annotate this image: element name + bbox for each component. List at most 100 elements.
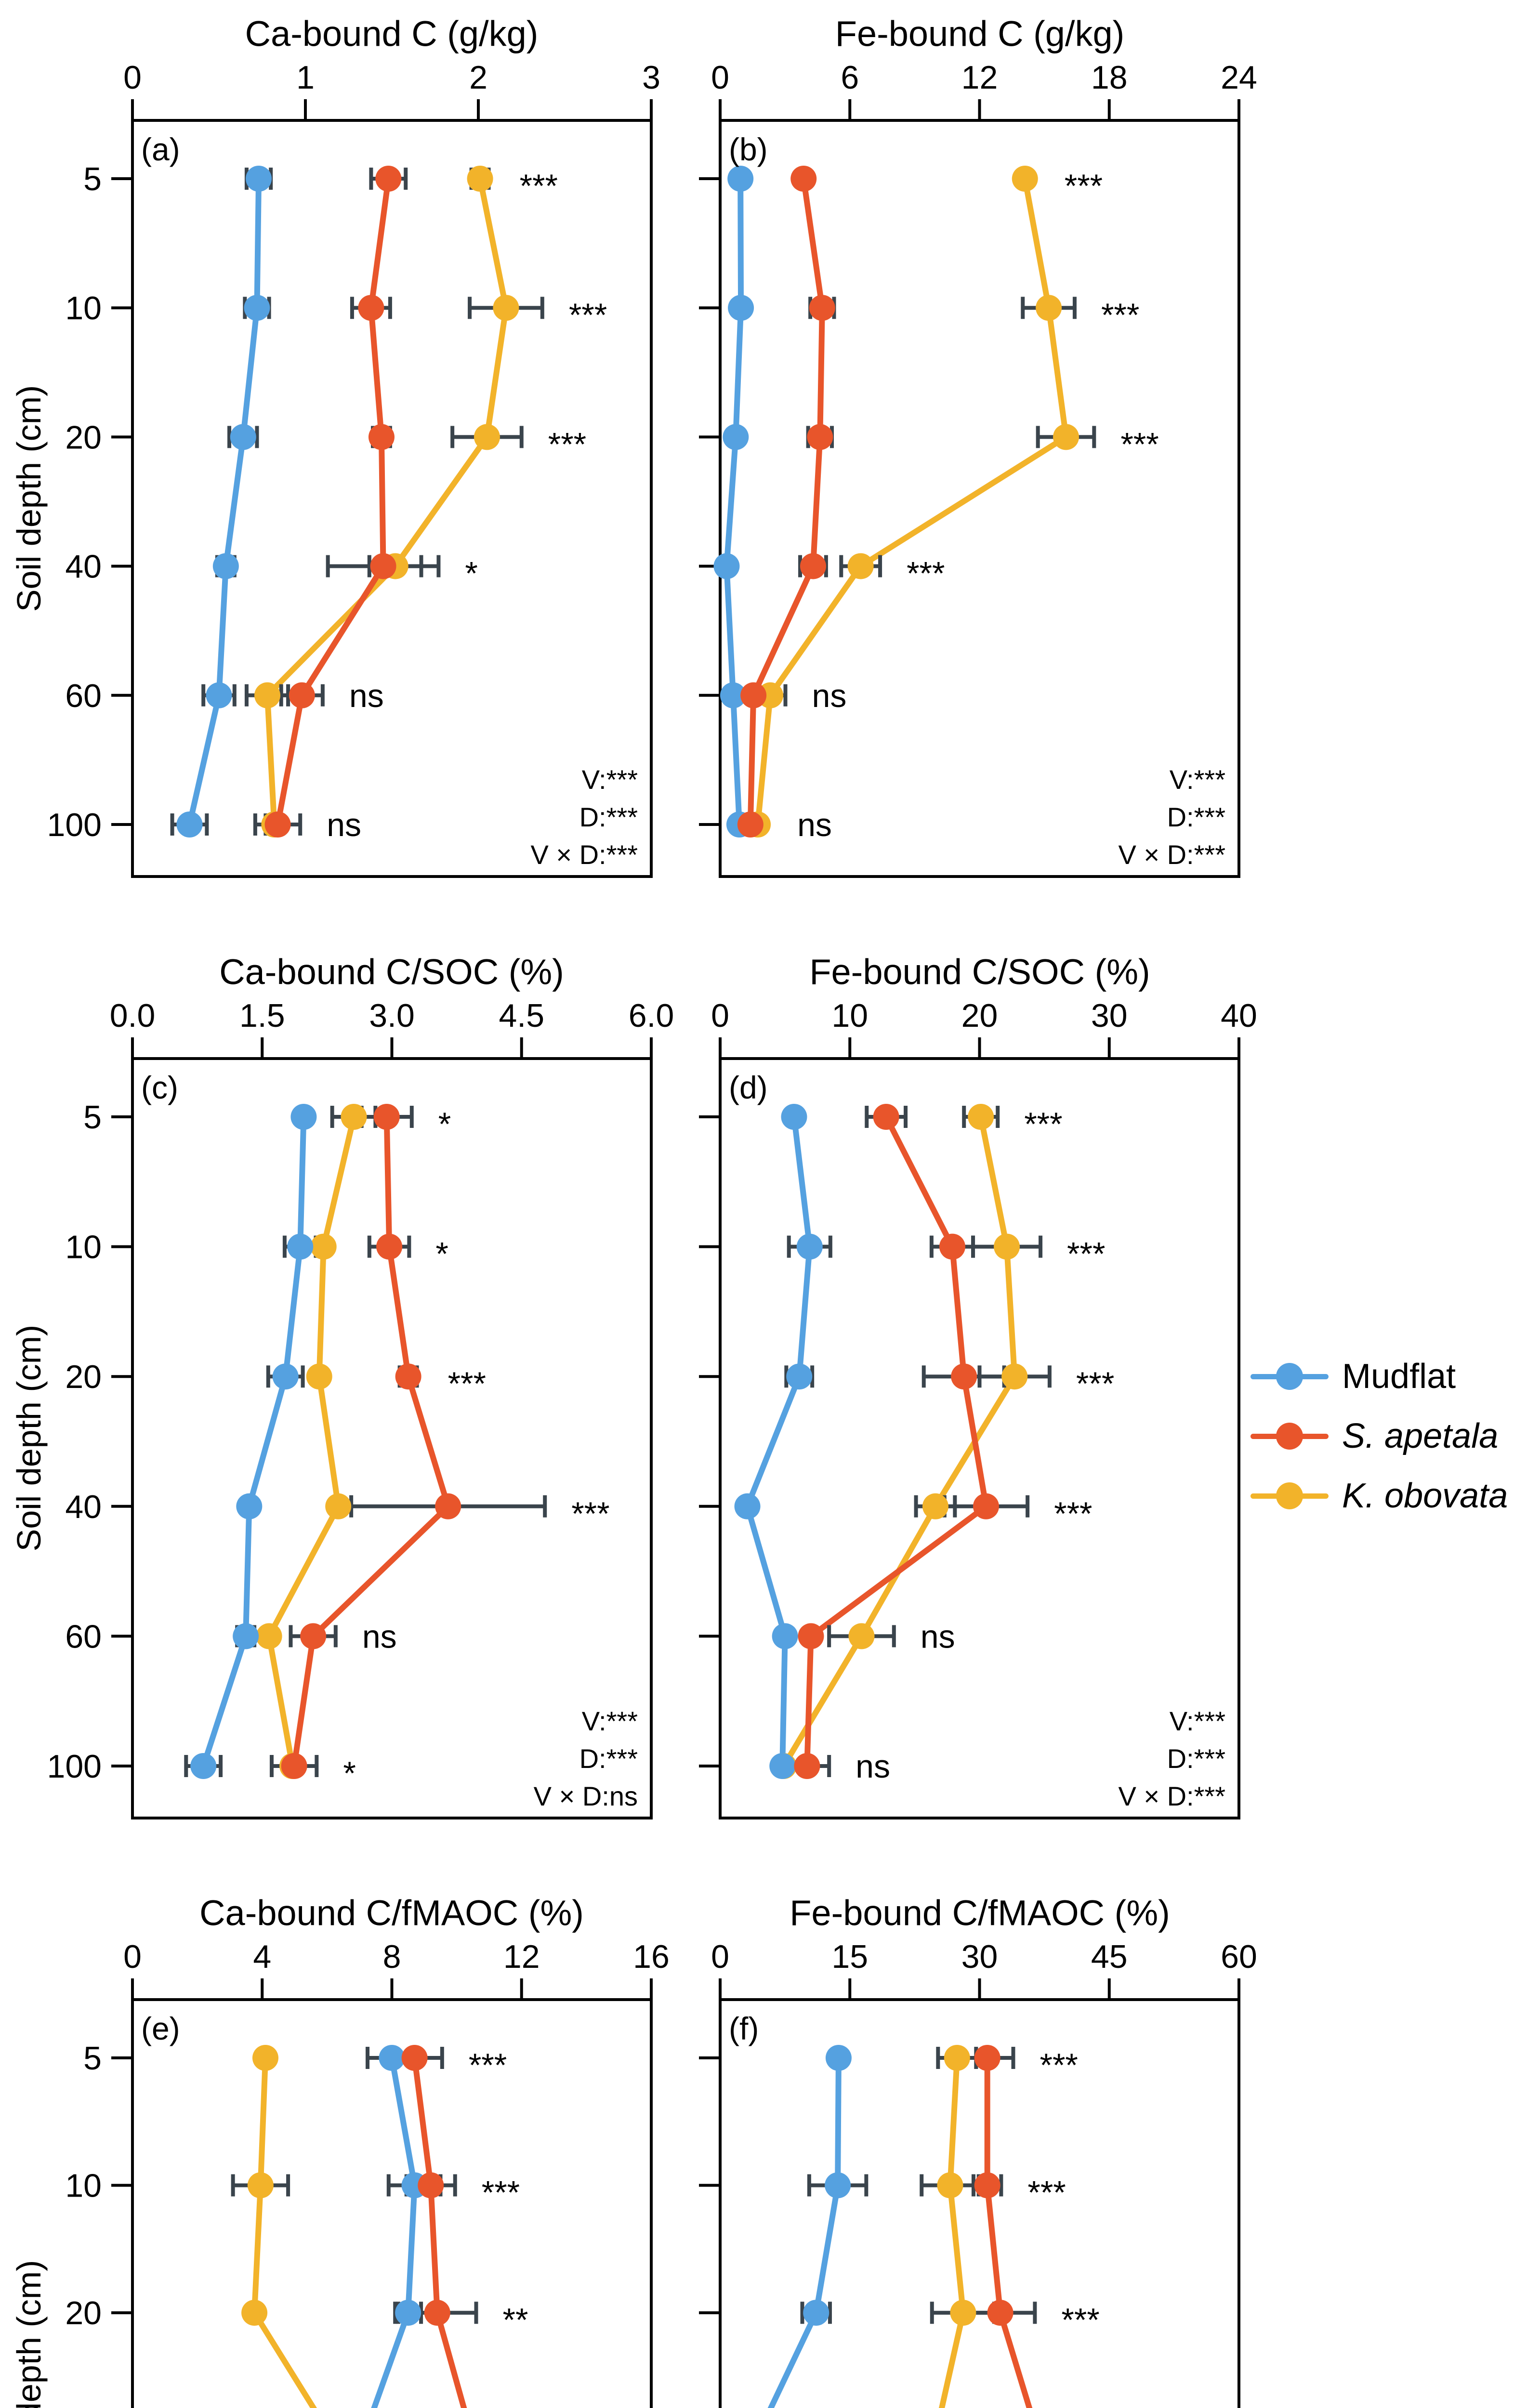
series-obovata-line — [780, 1114, 1018, 1769]
panel-d-frame — [719, 1057, 1240, 1819]
series-apetala-point-d60 — [289, 682, 315, 708]
series-mudflat-line — [724, 176, 744, 827]
panel-d-letter: (d) — [729, 1070, 768, 1105]
legend-item-obovata: K. obovata — [1251, 1466, 1508, 1526]
series-apetala-point-d5 — [873, 1104, 899, 1130]
series-apetala-point-d20 — [951, 1363, 977, 1390]
series-apetala-line — [291, 1114, 451, 1769]
panel-c-x-tick-label: 3.0 — [369, 997, 415, 1034]
series-apetala-point-d5 — [401, 2045, 428, 2071]
series-apetala-point-d60 — [300, 1623, 327, 1649]
series-apetala-point-d20 — [424, 2300, 450, 2326]
series-apetala-point-d10 — [939, 1233, 965, 1260]
series-obovata-point-d60 — [848, 1623, 875, 1649]
panel-b-x-tick-label: 12 — [961, 59, 998, 96]
panel-d-x-tick-label: 20 — [961, 997, 998, 1034]
panel-f-x-tick-label: 0 — [711, 1938, 729, 1975]
series-obovata-point-d20 — [474, 424, 500, 450]
panel-a-frame — [131, 119, 653, 878]
panel-b-frame — [719, 119, 1240, 878]
depth-tick-label: 20 — [65, 2295, 102, 2331]
legend-label-apetala: S. apetala — [1342, 1417, 1499, 1455]
series-obovata-point-d20 — [1053, 424, 1079, 450]
series-obovata-point-d60 — [254, 682, 281, 708]
series-obovata-point-d5 — [968, 1104, 994, 1130]
legend-dot-icon — [1276, 1363, 1303, 1390]
series-apetala-point-d40 — [973, 1493, 999, 1519]
series-mudflat-line — [767, 2055, 842, 2408]
series-obovata-line — [938, 2055, 966, 2408]
series-apetala-point-d5 — [790, 166, 817, 192]
panel-c-frame — [131, 1057, 653, 1819]
panel-d-x-tick-label: 40 — [1221, 997, 1257, 1034]
series-mudflat-point-d100 — [176, 811, 203, 838]
legend-label-obovata: K. obovata — [1342, 1477, 1508, 1515]
panel-b: 0 6 12 18 24 *** *** *** *** ns ns — [699, 59, 1257, 878]
stats-line-vegetation: V:*** — [581, 1706, 638, 1736]
series-apetala-line — [747, 176, 825, 827]
sig-label-d40: * — [465, 555, 477, 592]
panel-c-letter: (c) — [141, 1070, 178, 1105]
sig-label-d100: ns — [327, 807, 361, 843]
depth-tick-label: 5 — [83, 1099, 102, 1136]
sig-label-d5: *** — [1065, 168, 1103, 204]
sig-label-d60: ns — [362, 1618, 397, 1655]
legend-marker-obovata — [1251, 1482, 1329, 1509]
depth-tick-label: 20 — [65, 1359, 102, 1395]
panel-b-letter: (b) — [729, 131, 768, 167]
sig-label-d10: *** — [1067, 1236, 1105, 1272]
stats-line-interaction: V × D:*** — [1118, 839, 1225, 870]
series-obovata-point-d5 — [252, 2045, 278, 2071]
series-mudflat-point-d20 — [803, 2300, 829, 2326]
legend-dot-icon — [1276, 1482, 1303, 1509]
series-obovata-point-d40 — [847, 553, 874, 579]
panel-b-title: Fe-bound C (g/kg) — [835, 13, 1125, 54]
stats-line-vegetation: V:*** — [1169, 764, 1225, 795]
series-apetala-point-d40 — [800, 553, 826, 579]
stats-line-depth: D:*** — [579, 1743, 638, 1774]
panel-c-title: Ca-bound C/SOC (%) — [219, 952, 564, 992]
depth-tick-label: 60 — [65, 678, 102, 714]
panel-e-x-tick-label: 0 — [123, 1938, 142, 1975]
series-mudflat-point-d40 — [212, 553, 239, 579]
series-mudflat-point-d5 — [727, 166, 754, 192]
legend-item-apetala: S. apetala — [1251, 1406, 1508, 1466]
depth-tick-label: 10 — [65, 1229, 102, 1266]
panel-f-x-tick-label: 15 — [831, 1938, 868, 1975]
panel-e-x-tick-label: 16 — [633, 1938, 670, 1975]
sig-label-d100: ns — [856, 1748, 890, 1785]
panel-e-frame — [131, 1998, 653, 2408]
depth-tick-label: 40 — [65, 549, 102, 585]
series-mudflat-point-d100 — [190, 1753, 217, 1779]
panel-a-x-tick-label: 0 — [123, 59, 142, 96]
sig-label-d10: *** — [482, 2174, 520, 2211]
stats-line-depth: D:*** — [1167, 1743, 1225, 1774]
stats-line-depth: D:*** — [579, 802, 638, 832]
series-apetala-line — [984, 2055, 1033, 2408]
legend: Mudflat S. apetala K. obovata — [1251, 1347, 1508, 1526]
stats-line-interaction: V × D:ns — [533, 1781, 638, 1811]
series-obovata-point-d10 — [310, 1233, 337, 1260]
series-apetala-point-d5 — [974, 2045, 1000, 2071]
series-mudflat-point-d60 — [206, 682, 232, 708]
series-obovata-point-d40 — [922, 1493, 948, 1519]
sig-label-d40: *** — [571, 1495, 609, 1532]
series-apetala-point-d10 — [418, 2172, 444, 2199]
series-obovata-point-d5 — [944, 2045, 970, 2071]
sig-label-d60: ns — [812, 678, 847, 714]
series-obovata-point-d10 — [493, 295, 519, 321]
depth-tick-label: 40 — [65, 1489, 102, 1525]
sig-label-d10: * — [435, 1236, 448, 1272]
series-obovata-point-d5 — [1012, 166, 1038, 192]
panel-d-x-tick-label: 30 — [1091, 997, 1128, 1034]
series-apetala-point-d10 — [358, 295, 384, 321]
panel-b-x-tick-label: 6 — [841, 59, 859, 96]
series-mudflat-point-d5 — [825, 2045, 852, 2071]
series-obovata-point-d60 — [256, 1623, 282, 1649]
panel-b-x-tick-label: 24 — [1221, 59, 1257, 96]
series-mudflat-point-d20 — [786, 1363, 813, 1390]
series-mudflat-point-d20 — [395, 2300, 421, 2326]
panel-a-x-tick-label: 3 — [642, 59, 660, 96]
